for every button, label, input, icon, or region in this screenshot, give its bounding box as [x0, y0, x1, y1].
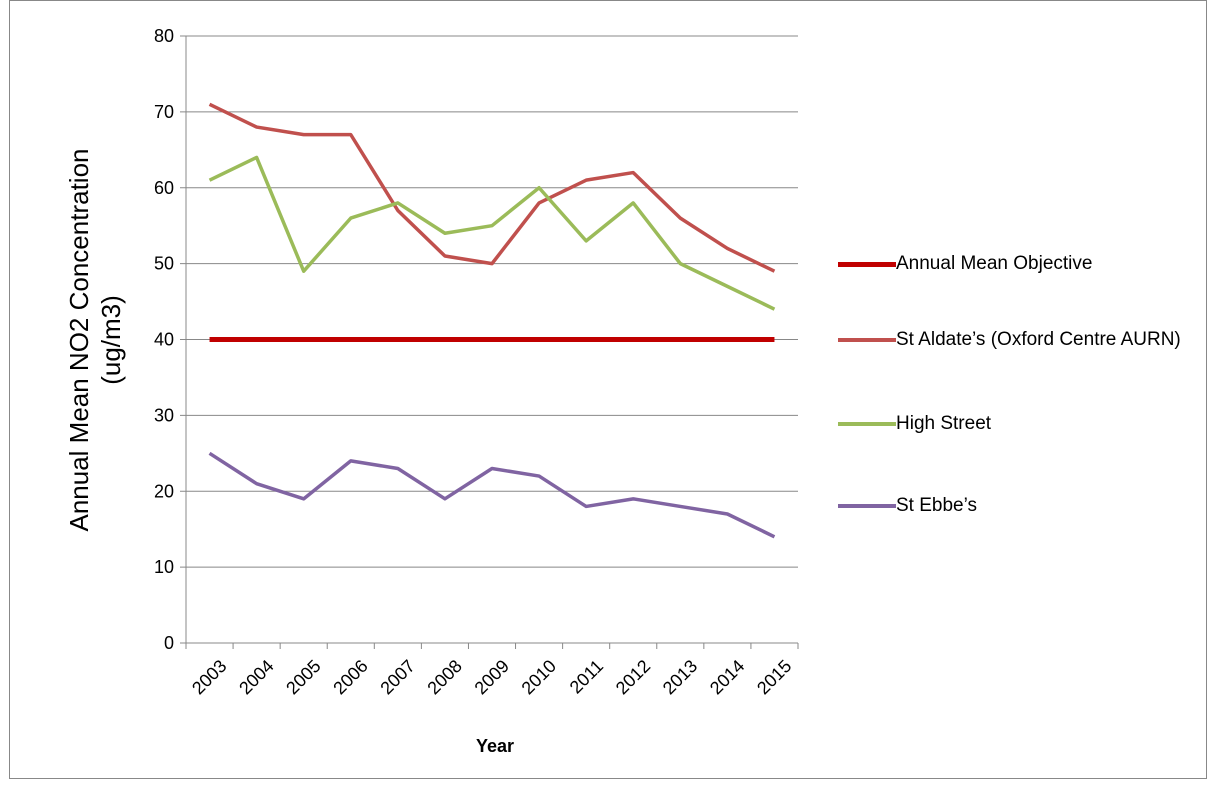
legend-label: St Ebbe’s	[896, 495, 977, 516]
legend-label: Annual Mean Objective	[896, 253, 1093, 274]
legend-swatch	[838, 504, 896, 508]
x-tick-label: 2013	[659, 656, 701, 698]
x-tick-label: 2010	[518, 656, 560, 698]
x-tick-label: 2007	[376, 656, 418, 698]
y-tick-label: 40	[154, 330, 174, 350]
x-tick-label: 2003	[188, 656, 230, 698]
y-tick-label: 30	[154, 405, 174, 425]
y-tick-label: 0	[164, 633, 174, 653]
series-line	[208, 155, 776, 311]
y-tick-label: 70	[154, 102, 174, 122]
y-tick-label: 60	[154, 178, 174, 198]
legend-item: Annual Mean Objective	[838, 245, 1196, 283]
legend-item: St Aldate’s (Oxford Centre AURN)	[838, 321, 1196, 359]
chart-frame	[9, 0, 1207, 779]
legend-item: High Street	[838, 405, 1196, 443]
legend-item: St Ebbe’s	[838, 487, 1196, 525]
x-tick-label: 2011	[566, 656, 608, 698]
x-tick-label: 2004	[235, 656, 277, 698]
y-tick-label: 80	[154, 26, 174, 46]
legend-label: High Street	[896, 413, 992, 434]
x-tick-label: 2005	[282, 656, 324, 698]
x-tick-label: 2012	[612, 656, 654, 698]
legend-swatch	[838, 338, 896, 342]
x-tick-label: 2015	[753, 656, 795, 698]
y-tick-label: 10	[154, 557, 174, 577]
legend-swatch	[838, 262, 896, 267]
y-axis-label: Annual Mean NO2 Concentration (ug/m3)	[64, 148, 126, 532]
series-line	[208, 102, 776, 273]
y-tick-label: 50	[154, 254, 174, 274]
legend-label: St Aldate’s (Oxford Centre AURN)	[896, 329, 1181, 350]
legend-swatch	[838, 422, 896, 426]
x-tick-label: 2006	[329, 656, 371, 698]
x-axis-label: Year	[476, 736, 514, 756]
x-tick-label: 2014	[706, 656, 748, 698]
x-tick-label: 2008	[423, 656, 465, 698]
x-tick-label: 2009	[471, 656, 513, 698]
y-tick-label: 20	[154, 481, 174, 501]
series-line	[208, 451, 776, 539]
